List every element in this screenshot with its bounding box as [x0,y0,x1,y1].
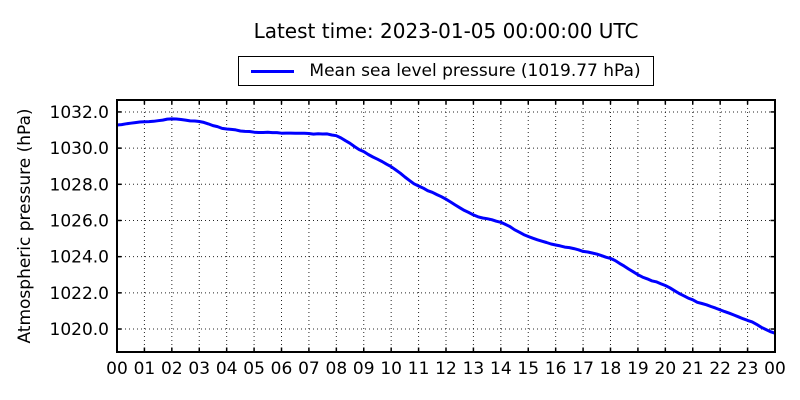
x-tick-label: 11 [408,359,430,379]
x-tick-label: 00 [106,359,128,379]
x-tick-label: 06 [271,359,293,379]
legend-label: Mean sea level pressure (1019.77 hPa) [309,61,641,81]
x-tick-label: 05 [243,359,265,379]
x-tick-label: 19 [627,359,649,379]
legend-line-sample [251,69,295,73]
series-layer [116,117,776,335]
x-tick-label: 03 [188,359,210,379]
x-tick-label: 21 [682,359,704,379]
x-tick-label: 02 [161,359,183,379]
x-tick-label: 23 [737,359,759,379]
x-tick-label: 12 [435,359,457,379]
x-tick-label: 13 [463,359,485,379]
x-tick-label: 10 [380,359,402,379]
y-tick-label: 1024.0 [50,248,109,268]
legend-box: Mean sea level pressure (1019.77 hPa) [238,56,654,86]
x-tick-label: 04 [216,359,238,379]
axes-layer [116,99,776,353]
x-tick-label: 17 [572,359,594,379]
grid-layer [117,100,775,352]
y-tick-label: 1030.0 [50,139,109,159]
x-tick-label: 22 [709,359,731,379]
x-tick-label: 09 [353,359,375,379]
x-tick-label: 14 [490,359,512,379]
tick-labels-layer: 00 01 02 03 04 05 06 07 08 09 10 11 12 13 14 15 16 17 18 19… [50,103,786,379]
x-tick-label: 16 [545,359,567,379]
plot-border [116,99,776,353]
chart-title: Latest time: 2023-01-05 00:00:00 UTC [253,19,639,43]
x-tick-label: 08 [326,359,348,379]
y-tick-label: 1020.0 [50,320,109,340]
y-tick-label: 1028.0 [50,175,109,195]
tick-layer [116,100,776,352]
y-tick-label: 1026.0 [50,211,109,231]
x-tick-label: 00 [764,359,786,379]
y-tick-label: 1022.0 [50,284,109,304]
pressure-line [116,117,776,335]
x-tick-label: 01 [134,359,156,379]
y-tick-label: 1032.0 [50,103,109,123]
x-tick-label: 20 [655,359,677,379]
legend: Mean sea level pressure (1019.77 hPa) [117,56,775,86]
x-tick-label: 18 [600,359,622,379]
x-tick-label: 15 [517,359,539,379]
x-tick-label: 07 [298,359,320,379]
y-axis-label: Atmospheric pressure (hPa) [15,108,35,343]
